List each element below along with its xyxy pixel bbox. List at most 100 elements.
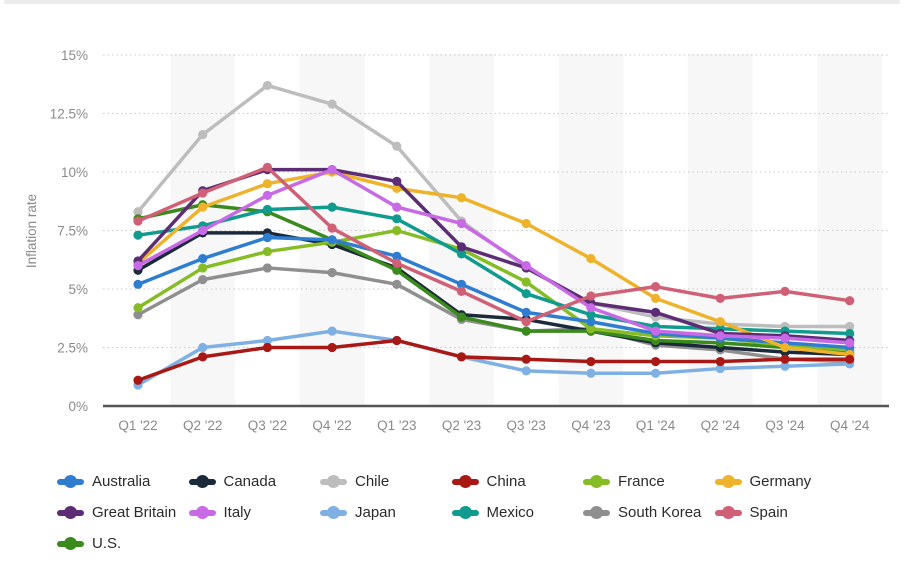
series-line[interactable] [136,205,852,336]
data-point-china-Q4 '22[interactable] [327,342,337,353]
series-line[interactable] [136,235,852,350]
data-point-chile-Q4 '22[interactable] [327,99,337,109]
legend-item-great-britain[interactable]: Great Britain [57,497,189,528]
legend-item-canada[interactable]: Canada [188,466,321,497]
data-point-italy-Q4 '22[interactable] [327,165,337,175]
series-germany[interactable] [133,167,855,360]
data-point-china-Q3 '22[interactable] [262,342,272,353]
data-point-china-Q2 '22[interactable] [198,352,208,362]
data-point-south-korea-Q1 '23[interactable] [392,279,402,289]
legend-item-spain[interactable]: Spain [714,497,847,528]
data-point-japan-Q2 '24[interactable] [715,363,725,374]
data-point-france-Q1 '23[interactable] [392,225,402,236]
data-point-italy-Q3 '23[interactable] [521,261,531,271]
data-point-france-Q3 '22[interactable] [262,246,272,257]
data-point-china-Q1 '23[interactable] [392,335,402,346]
data-point-u-s--Q2 '23[interactable] [456,312,467,322]
data-point-australia-Q3 '22[interactable] [262,232,272,243]
data-point-chile-Q1 '22[interactable] [133,207,143,217]
data-point-spain-Q3 '23[interactable] [521,317,531,327]
data-point-germany-Q1 '24[interactable] [651,293,661,303]
data-point-great-britain-Q1 '23[interactable] [392,176,402,186]
legend-item-china[interactable]: China [451,466,584,497]
data-point-south-korea-Q1 '22[interactable] [133,310,143,320]
data-point-italy-Q4 '23[interactable] [586,303,596,313]
data-point-germany-Q4 '23[interactable] [586,253,596,264]
data-point-china-Q2 '23[interactable] [456,352,467,362]
data-point-china-Q4 '24[interactable] [845,354,855,364]
legend-item-italy[interactable]: Italy [188,497,321,528]
data-point-italy-Q2 '24[interactable] [715,331,725,341]
series-line[interactable] [136,231,852,357]
legend-item-u-s-[interactable]: U.S. [57,528,189,559]
data-point-mexico-Q3 '22[interactable] [262,204,272,215]
legend-item-france[interactable]: France [583,466,715,497]
data-point-chile-Q3 '22[interactable] [262,80,272,91]
data-point-south-korea-Q3 '22[interactable] [262,263,272,273]
series-line[interactable] [136,338,852,383]
series-line[interactable] [136,167,852,345]
data-point-germany-Q2 '22[interactable] [198,202,208,212]
data-point-australia-Q4 '22[interactable] [327,235,337,245]
data-point-australia-Q1 '23[interactable] [392,251,402,261]
data-point-italy-Q1 '22[interactable] [133,261,143,271]
series-china[interactable] [133,335,855,385]
legend-item-japan[interactable]: Japan [320,497,452,528]
data-point-japan-Q4 '22[interactable] [327,326,337,336]
data-point-germany-Q2 '23[interactable] [456,193,467,203]
data-point-mexico-Q2 '23[interactable] [456,249,467,259]
data-point-u-s--Q1 '23[interactable] [392,265,402,275]
data-point-china-Q1 '24[interactable] [651,356,661,367]
data-point-france-Q4 '23[interactable] [586,324,596,334]
series-spain[interactable] [133,162,855,327]
legend-item-australia[interactable]: Australia [57,466,189,497]
data-point-spain-Q4 '23[interactable] [586,291,596,301]
data-point-france-Q2 '22[interactable] [198,263,208,273]
legend-item-germany[interactable]: Germany [714,466,847,497]
data-point-mexico-Q3 '23[interactable] [521,289,531,299]
series-line[interactable] [136,165,852,324]
data-point-mexico-Q4 '24[interactable] [845,328,855,339]
data-point-australia-Q4 '23[interactable] [586,317,596,327]
series-line[interactable] [136,170,852,357]
data-point-spain-Q2 '22[interactable] [198,188,208,198]
data-point-great-britain-Q1 '24[interactable] [651,307,661,317]
data-point-australia-Q3 '23[interactable] [521,307,531,317]
data-point-china-Q4 '23[interactable] [586,356,596,367]
data-point-italy-Q3 '24[interactable] [780,333,790,343]
data-point-spain-Q4 '22[interactable] [327,223,337,233]
data-point-chile-Q2 '22[interactable] [198,129,208,140]
data-point-italy-Q4 '24[interactable] [845,338,855,348]
data-point-chile-Q1 '23[interactable] [392,141,402,151]
series-italy[interactable] [133,165,855,348]
data-point-china-Q3 '24[interactable] [780,354,790,364]
data-point-china-Q2 '24[interactable] [715,356,725,367]
data-point-china-Q3 '23[interactable] [521,354,531,364]
data-point-japan-Q3 '22[interactable] [262,335,272,346]
data-point-germany-Q3 '22[interactable] [262,179,272,189]
data-point-mexico-Q1 '23[interactable] [392,214,402,224]
data-point-chile-Q4 '24[interactable] [845,321,855,332]
data-point-germany-Q2 '24[interactable] [715,317,725,327]
data-point-japan-Q1 '24[interactable] [651,368,661,378]
data-point-australia-Q1 '22[interactable] [133,279,143,289]
legend-item-south-korea[interactable]: South Korea [583,497,715,528]
data-point-italy-Q3 '22[interactable] [262,190,272,200]
data-point-spain-Q2 '23[interactable] [456,286,467,296]
data-point-japan-Q3 '23[interactable] [521,366,531,376]
series-mexico[interactable] [133,202,855,339]
data-point-italy-Q2 '23[interactable] [456,218,467,229]
data-point-japan-Q2 '22[interactable] [198,342,208,353]
data-point-u-s--Q3 '23[interactable] [521,326,531,336]
data-point-spain-Q3 '24[interactable] [780,286,790,296]
data-point-spain-Q1 '23[interactable] [392,258,402,268]
legend-item-chile[interactable]: Chile [320,466,452,497]
data-point-japan-Q4 '23[interactable] [586,368,596,378]
data-point-italy-Q1 '23[interactable] [392,202,402,212]
data-point-great-britain-Q2 '23[interactable] [456,242,467,252]
data-point-mexico-Q1 '22[interactable] [133,230,143,240]
data-point-south-korea-Q4 '22[interactable] [327,268,337,278]
data-point-china-Q1 '22[interactable] [133,375,143,385]
data-point-mexico-Q4 '22[interactable] [327,202,337,212]
data-point-south-korea-Q2 '22[interactable] [198,275,208,285]
